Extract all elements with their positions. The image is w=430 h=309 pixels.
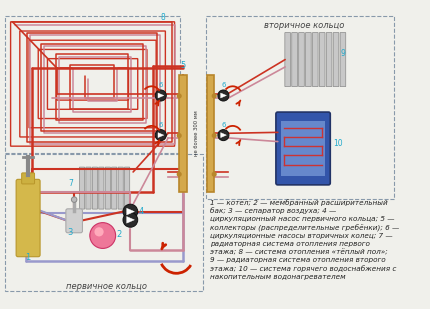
Circle shape: [218, 90, 229, 101]
Circle shape: [155, 129, 166, 141]
Circle shape: [95, 227, 104, 236]
FancyBboxPatch shape: [319, 32, 325, 87]
FancyBboxPatch shape: [207, 75, 214, 192]
Text: 10: 10: [333, 139, 343, 148]
Circle shape: [155, 90, 166, 101]
Polygon shape: [158, 93, 164, 98]
Polygon shape: [158, 133, 164, 138]
Text: 7: 7: [68, 179, 73, 188]
Text: 1 — котёл; 2 — мембранный расширительный
бак; 3 — сепаратор воздуха; 4 —
циркуля: 1 — котёл; 2 — мембранный расширительный…: [209, 199, 399, 280]
Circle shape: [218, 129, 229, 141]
FancyBboxPatch shape: [326, 32, 332, 87]
FancyBboxPatch shape: [333, 32, 339, 87]
Polygon shape: [127, 217, 135, 223]
Text: 4: 4: [139, 207, 144, 216]
FancyBboxPatch shape: [299, 32, 304, 87]
Circle shape: [123, 204, 138, 219]
FancyBboxPatch shape: [282, 121, 325, 176]
Polygon shape: [127, 208, 135, 215]
Bar: [5, 16, 180, 153]
Text: 6: 6: [159, 122, 163, 128]
Text: 5: 5: [180, 61, 185, 70]
FancyBboxPatch shape: [340, 32, 346, 87]
FancyBboxPatch shape: [16, 179, 40, 257]
Circle shape: [90, 222, 116, 248]
Polygon shape: [221, 133, 227, 138]
Text: 6: 6: [159, 82, 163, 88]
FancyBboxPatch shape: [125, 167, 130, 209]
Text: первичное кольцо: первичное кольцо: [66, 282, 147, 291]
Text: вторичное кольцо: вторичное кольцо: [264, 21, 344, 30]
FancyBboxPatch shape: [179, 75, 187, 192]
Polygon shape: [221, 93, 227, 98]
Bar: [206, 16, 394, 199]
Circle shape: [212, 172, 216, 176]
FancyBboxPatch shape: [105, 167, 111, 209]
Circle shape: [177, 172, 181, 176]
Bar: [5, 154, 203, 291]
FancyBboxPatch shape: [306, 32, 311, 87]
Circle shape: [177, 94, 181, 98]
Text: 1: 1: [25, 253, 31, 262]
FancyBboxPatch shape: [66, 209, 83, 233]
FancyBboxPatch shape: [118, 167, 123, 209]
FancyBboxPatch shape: [285, 32, 291, 87]
Circle shape: [212, 94, 216, 98]
Text: 8: 8: [160, 13, 165, 22]
FancyBboxPatch shape: [92, 167, 98, 209]
Text: не более 300 мм: не более 300 мм: [194, 110, 199, 156]
Circle shape: [123, 213, 138, 227]
FancyBboxPatch shape: [112, 167, 117, 209]
Text: 2: 2: [117, 231, 122, 239]
FancyBboxPatch shape: [86, 167, 91, 209]
FancyBboxPatch shape: [22, 173, 34, 184]
Text: 6: 6: [221, 122, 226, 128]
Text: 6: 6: [221, 82, 226, 88]
FancyBboxPatch shape: [276, 112, 330, 185]
Circle shape: [212, 134, 216, 138]
Circle shape: [71, 197, 77, 202]
FancyBboxPatch shape: [292, 32, 298, 87]
FancyBboxPatch shape: [99, 167, 104, 209]
Text: 9: 9: [341, 49, 345, 58]
Text: 3: 3: [68, 228, 73, 237]
Circle shape: [177, 134, 181, 138]
FancyBboxPatch shape: [80, 167, 85, 209]
FancyBboxPatch shape: [313, 32, 318, 87]
